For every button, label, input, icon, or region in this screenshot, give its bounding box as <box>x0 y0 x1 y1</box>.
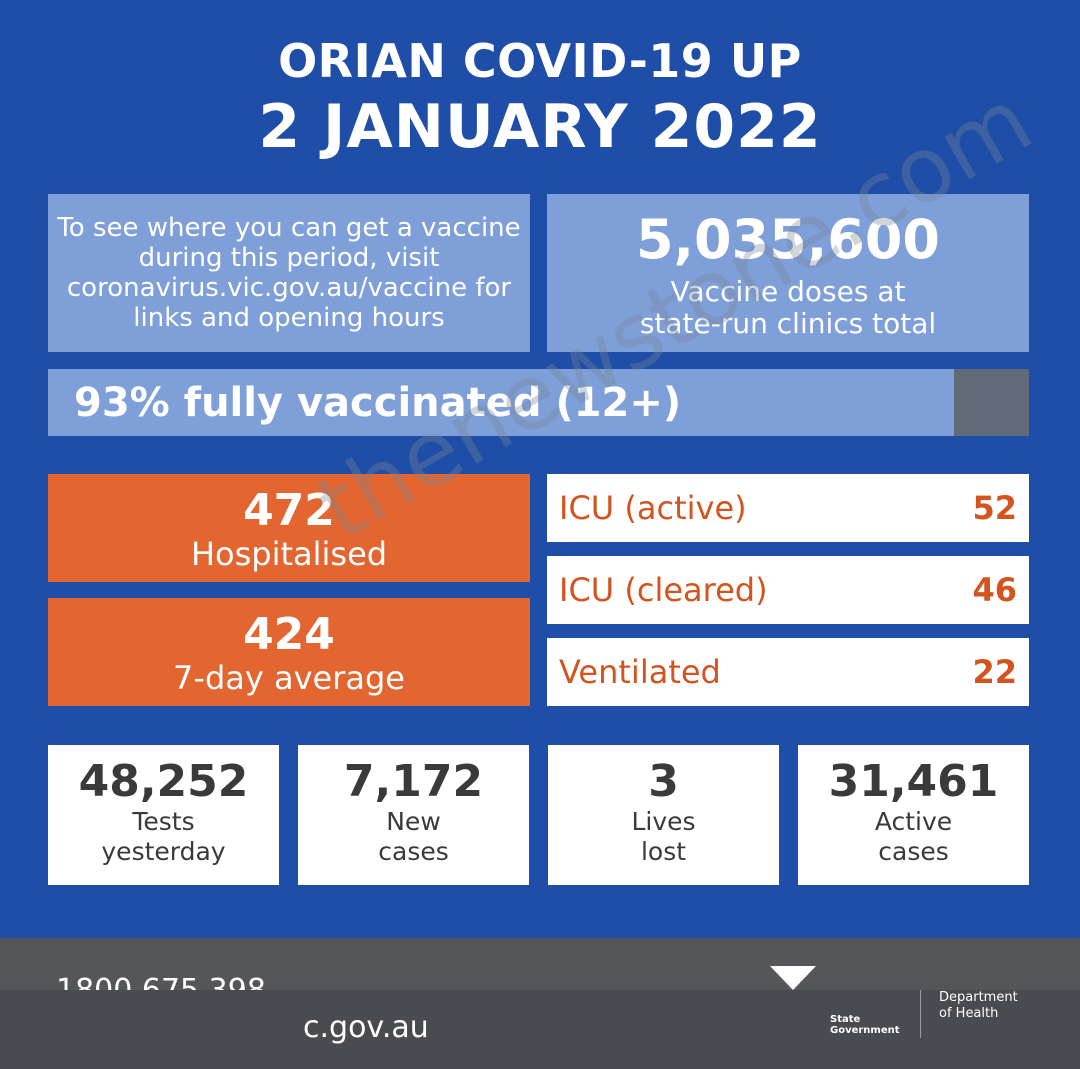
new-cases-card: 7,172 New cases <box>298 745 529 885</box>
hospitalised-box: 472 Hospitalised <box>48 474 530 582</box>
seven-day-average-box: 424 7-day average <box>48 598 530 706</box>
active-cases-label-1: Active <box>874 807 953 836</box>
state-government-label: State Government <box>830 1014 900 1036</box>
fully-vaccinated-label: 93% fully vaccinated (12+) <box>74 379 682 426</box>
seven-day-average-number: 424 <box>243 609 335 660</box>
lives-lost-number: 3 <box>648 756 679 807</box>
vaccine-info-box: To see where you can get a vaccine durin… <box>48 194 530 352</box>
vaccine-doses-label-2: state-run clinics total <box>639 307 937 340</box>
hospitalised-number: 472 <box>243 485 335 536</box>
icu-cleared-label: ICU (cleared) <box>559 571 768 609</box>
icu-cleared-row: ICU (cleared) 46 <box>547 556 1029 624</box>
ventilated-value: 22 <box>972 653 1017 691</box>
vaccine-info-text: To see where you can get a vaccine durin… <box>57 213 521 333</box>
vaccine-doses-box: 5,035,600 Vaccine doses at state-run cli… <box>547 194 1029 352</box>
active-cases-number: 31,461 <box>828 756 999 807</box>
new-cases-number: 7,172 <box>343 756 484 807</box>
department-of-health-label: Department of Health <box>939 990 1018 1022</box>
hospitalised-label: Hospitalised <box>190 535 388 573</box>
tests-yesterday-number: 48,252 <box>78 756 249 807</box>
unvaccinated-remainder <box>954 369 1029 436</box>
new-cases-label-1: New <box>386 807 441 836</box>
footer-lower-band <box>0 990 1080 1069</box>
seven-day-average-label: 7-day average <box>173 659 405 697</box>
page-title-line1: ORIAN COVID-19 UP <box>278 34 802 88</box>
new-cases-label-2: cases <box>378 837 449 866</box>
department-line-1: Department <box>939 990 1018 1005</box>
active-cases-card: 31,461 Active cases <box>798 745 1029 885</box>
ventilated-label: Ventilated <box>559 653 721 691</box>
state-government-line-2: Government <box>830 1025 900 1036</box>
victoria-state-logo-icon <box>770 966 816 990</box>
icu-cleared-value: 46 <box>972 571 1017 609</box>
vaccine-doses-number: 5,035,600 <box>635 208 941 271</box>
footer-divider <box>920 990 921 1038</box>
state-government-line-1: State <box>830 1014 861 1025</box>
page-title-date: 2 JANUARY 2022 <box>258 92 822 162</box>
tests-yesterday-label-1: Tests <box>132 807 195 836</box>
ventilated-row: Ventilated 22 <box>547 638 1029 706</box>
lives-lost-card: 3 Lives lost <box>548 745 779 885</box>
footer-phone-number: 1800 675 398 <box>56 974 286 990</box>
active-cases-label-2: cases <box>878 837 949 866</box>
icu-active-value: 52 <box>972 489 1017 527</box>
lives-lost-label-2: lost <box>640 837 687 866</box>
fully-vaccinated-bar: 93% fully vaccinated (12+) <box>48 369 1029 436</box>
tests-yesterday-card: 48,252 Tests yesterday <box>48 745 279 885</box>
vaccine-doses-label-1: Vaccine doses at <box>670 275 906 308</box>
footer-website: c.gov.au <box>303 1010 429 1045</box>
icu-active-label: ICU (active) <box>559 489 747 527</box>
tests-yesterday-label-2: yesterday <box>101 837 226 866</box>
lives-lost-label-1: Lives <box>631 807 696 836</box>
icu-active-row: ICU (active) 52 <box>547 474 1029 542</box>
department-line-2: of Health <box>939 1006 999 1021</box>
